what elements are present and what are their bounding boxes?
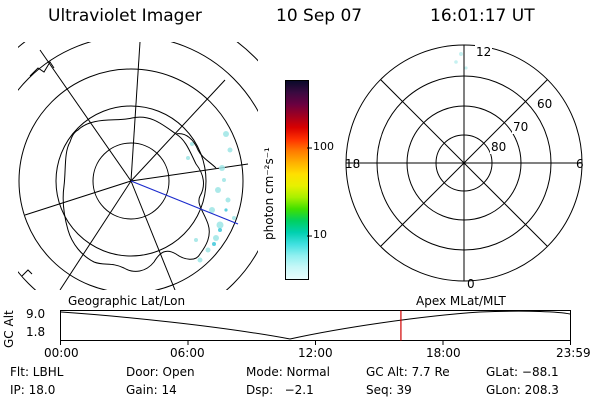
date: 10 Sep 07 [276, 6, 363, 26]
colorbar-tick-100: 100 [313, 140, 334, 153]
info-door: Door: Open [126, 365, 195, 379]
timeline-xtick-1200: 12:00 [298, 346, 333, 360]
title: Ultraviolet Imager [48, 6, 202, 26]
timeline-xtick-0600: 06:00 [170, 346, 205, 360]
info-dsp: Dsp: −2.1 [246, 383, 314, 397]
info-mode: Mode: Normal [246, 365, 330, 379]
timeline-frame [60, 310, 571, 341]
meridian [130, 79, 226, 182]
sun-direction-line [130, 180, 239, 225]
mlat-label-60: 60 [536, 97, 554, 111]
timeline-xtick-2359: 23:59 [556, 346, 591, 360]
meridian [130, 180, 176, 290]
coastline-fragment [21, 269, 33, 277]
coastline [62, 116, 210, 272]
mlt-label-18: 18 [345, 157, 361, 171]
colorbar-ticks [307, 147, 312, 237]
lat-circle [18, 42, 258, 62]
info-glon: GLon: 208.3 [486, 383, 559, 397]
mlat-label-70: 70 [512, 120, 530, 134]
aurora-emission [454, 52, 468, 70]
lat-circle [0, 40, 260, 302]
aurora-bright [212, 208, 228, 246]
lat-circle [92, 142, 170, 220]
mlt-meridian [380, 79, 548, 247]
meridian [24, 180, 132, 216]
info-gain: Gain: 14 [126, 383, 177, 397]
info-ip: IP: 18.0 [10, 383, 56, 397]
mlat-label-80: 80 [490, 140, 508, 154]
info-seq: Seq: 39 [366, 383, 412, 397]
timeline-ytick-min: 1.8 [26, 325, 46, 339]
meridian [39, 49, 132, 182]
apex-caption: Apex MLat/MLT [416, 294, 506, 308]
meridian [130, 42, 141, 182]
info-glat: GLat: −88.1 [486, 365, 559, 379]
magnetic-polar-plot [345, 44, 583, 282]
info-gc-alt: GC Alt: 7.7 Re [366, 365, 450, 379]
coastline-peninsula [175, 133, 217, 169]
colorbar-unit-label: photon cm⁻²s⁻¹ [262, 147, 276, 240]
mlt-label-0: 0 [467, 277, 475, 291]
timeline-ytick-max: 9.0 [26, 307, 46, 321]
lat-circle [18, 68, 244, 290]
geographic-map [0, 40, 260, 302]
meridian [130, 163, 249, 182]
coastline-fragment [29, 61, 55, 77]
lat-circle [18, 42, 258, 290]
lat-circle [55, 105, 207, 257]
aurora-emission [186, 131, 236, 263]
mlt-label-6: 6 [576, 157, 584, 171]
timeline-xtick-0000: 00:00 [44, 346, 79, 360]
timeline-ylabel: GC Alt [2, 310, 16, 348]
time: 16:01:17 UT [430, 6, 535, 26]
altitude-curve [60, 310, 571, 340]
colorbar [285, 80, 309, 280]
geographic-caption: Geographic Lat/Lon [68, 294, 186, 308]
meridian [59, 180, 132, 290]
info-flt: Flt: LBHL [10, 365, 64, 379]
timeline-plot [60, 310, 571, 345]
colorbar-tick-10: 10 [313, 228, 327, 241]
mlt-label-12: 12 [475, 45, 493, 59]
timeline-xtick-1800: 18:00 [426, 346, 461, 360]
